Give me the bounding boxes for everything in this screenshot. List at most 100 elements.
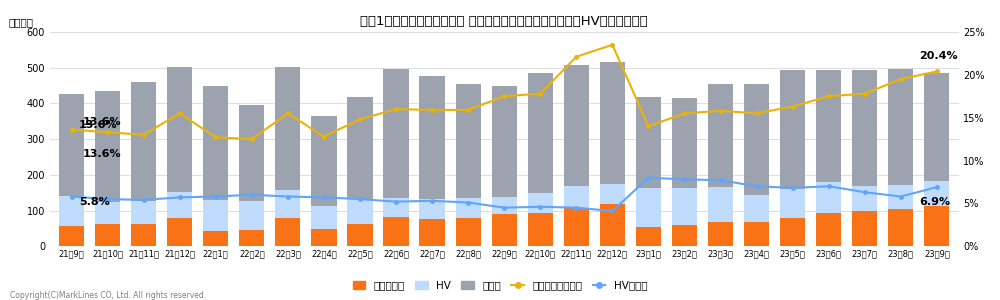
Bar: [528, 213, 553, 246]
Bar: [59, 226, 84, 246]
HVシェア: [390, 200, 402, 203]
Bar: [383, 217, 409, 246]
Bar: [203, 230, 228, 246]
HVシェア: [787, 186, 799, 190]
HVシェア: [895, 195, 907, 198]
HVシェア: [66, 195, 78, 198]
HVシェア: [354, 197, 366, 201]
HVシェア: [246, 193, 258, 196]
HVシェア: [462, 201, 474, 204]
電気自動車シェア: [102, 130, 114, 134]
HVシェア: [751, 184, 763, 188]
Bar: [744, 84, 769, 195]
電気自動車シェア: [282, 112, 294, 115]
Bar: [600, 204, 625, 246]
Bar: [347, 97, 373, 199]
Bar: [167, 218, 192, 246]
Bar: [131, 82, 156, 200]
HVシェア: [174, 196, 186, 199]
電気自動車シェア: [174, 112, 186, 115]
Bar: [347, 224, 373, 246]
Title: 主要1１ヵ国と北欧３ヵ国の 合計販売台数と電気自動車及びHVシェアの推移: 主要1１ヵ国と北欧３ヵ国の 合計販売台数と電気自動車及びHVシェアの推移: [360, 15, 648, 28]
Bar: [924, 206, 949, 246]
電気自動車シェア: [66, 128, 78, 131]
HVシェア: [102, 197, 114, 201]
電気自動車シェア: [787, 105, 799, 108]
電気自動車シェア: [534, 92, 546, 95]
Bar: [419, 219, 445, 246]
HVシェア: [715, 178, 727, 182]
Bar: [672, 98, 697, 188]
電気自動車シェア: [895, 77, 907, 81]
Bar: [708, 84, 733, 187]
Bar: [528, 73, 553, 193]
Bar: [636, 97, 661, 188]
HVシェア: [210, 195, 222, 198]
Bar: [492, 214, 517, 246]
Bar: [780, 70, 805, 189]
HVシェア: [426, 199, 438, 202]
Text: 13.6%: 13.6%: [82, 149, 121, 159]
Bar: [672, 225, 697, 246]
Bar: [564, 186, 589, 208]
Bar: [492, 85, 517, 197]
Bar: [708, 222, 733, 246]
Text: 20.4%: 20.4%: [919, 51, 957, 61]
HVシェア: [498, 206, 510, 209]
電気自動車シェア: [678, 112, 690, 115]
Bar: [167, 67, 192, 192]
Bar: [456, 218, 481, 246]
Bar: [852, 186, 877, 211]
HVシェア: [282, 195, 294, 198]
Bar: [888, 185, 913, 209]
Bar: [383, 69, 409, 198]
Bar: [744, 195, 769, 222]
Bar: [816, 70, 841, 182]
Bar: [59, 94, 84, 196]
Bar: [131, 224, 156, 246]
電気自動車シェア: [931, 70, 943, 73]
HVシェア: [859, 190, 871, 194]
HVシェア: [570, 206, 582, 209]
電気自動車シェア: [570, 55, 582, 58]
Bar: [275, 218, 300, 246]
Bar: [672, 188, 697, 225]
Bar: [203, 200, 228, 230]
Bar: [95, 224, 120, 246]
電気自動車シェア: [823, 94, 835, 98]
HVシェア: [534, 205, 546, 208]
Bar: [383, 198, 409, 217]
Bar: [419, 199, 445, 219]
Bar: [239, 230, 264, 246]
電気自動車シェア: [859, 92, 871, 95]
Bar: [59, 196, 84, 226]
HVシェア: [678, 178, 690, 181]
HVシェア: [823, 184, 835, 188]
HVシェア: [931, 185, 943, 189]
Bar: [564, 65, 589, 186]
電気自動車シェア: [642, 124, 654, 128]
Bar: [311, 206, 337, 230]
HVシェア: [138, 198, 150, 202]
電気自動車シェア: [751, 112, 763, 115]
Bar: [275, 190, 300, 218]
Bar: [167, 192, 192, 218]
Text: （万台）: （万台）: [9, 18, 34, 28]
HVシェア: [318, 196, 330, 199]
Text: 5.8%: 5.8%: [79, 196, 109, 206]
Bar: [888, 209, 913, 246]
Bar: [492, 197, 517, 214]
電気自動車シェア: [354, 118, 366, 121]
Text: 13.6%: 13.6%: [79, 120, 117, 130]
Bar: [888, 69, 913, 185]
Text: 13.6%: 13.6%: [82, 117, 121, 127]
Text: 6.9%: 6.9%: [919, 197, 950, 207]
Bar: [744, 222, 769, 246]
電気自動車シェア: [318, 135, 330, 138]
Bar: [600, 184, 625, 204]
Legend: 電気自動車, HV, その他, 電気自動車シェア, HVシェア: 電気自動車, HV, その他, 電気自動車シェア, HVシェア: [349, 277, 651, 295]
電気自動車シェア: [390, 107, 402, 111]
Bar: [924, 73, 949, 181]
HVシェア: [642, 176, 654, 179]
電気自動車シェア: [246, 137, 258, 141]
